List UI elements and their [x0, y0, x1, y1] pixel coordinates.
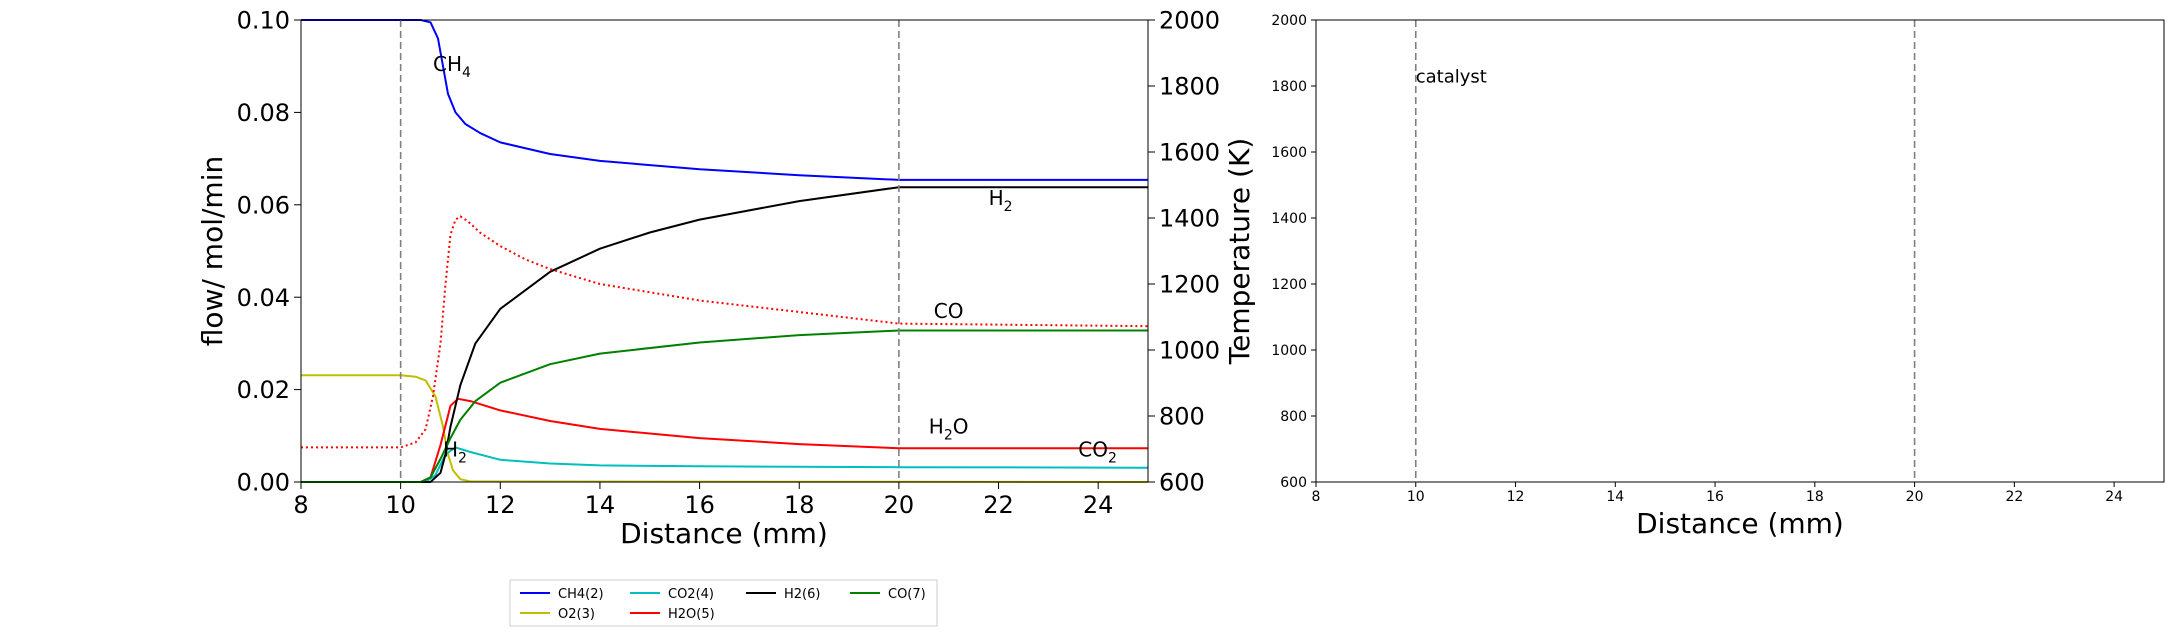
annotation-subscript: 2 — [944, 427, 953, 443]
legend-label: CO2(4) — [668, 587, 714, 602]
annotation-subscript: 2 — [1004, 199, 1013, 215]
y2-tick-label: 1000 — [1159, 337, 1220, 365]
y-tick-label: 1000 — [1271, 343, 1307, 359]
annotation-label: H2 — [443, 438, 467, 467]
y2-tick-label: 600 — [1159, 469, 1205, 497]
y2-tick-label: 1200 — [1159, 271, 1220, 299]
annotation-label: CO — [934, 299, 964, 323]
left-chart-y-label: flow/ mol/min — [196, 156, 229, 346]
y-tick-label: 1800 — [1271, 79, 1307, 95]
y-tick-label: 600 — [1280, 475, 1307, 491]
y-tick-label: 1200 — [1271, 277, 1307, 293]
x-tick-label: 20 — [1906, 489, 1924, 505]
series-line-h2 — [301, 186, 1148, 483]
legend: CH4(2) CO2(4) H2(6) CO(7) O2(3) H2O(5) — [509, 579, 938, 627]
left-chart: 8 10 12 14 16 18 20 22 24 0.000.020.040.060.080.… — [196, 7, 1256, 550]
right-chart-y-ticks: 600 800 1000 1200 1400 1600 1800 2000 — [1271, 13, 1316, 491]
right-chart-x-label: Distance (mm) — [1636, 507, 1844, 540]
legend-frame — [509, 579, 938, 627]
y-tick-label: 1400 — [1271, 211, 1307, 227]
right-chart-frame — [1315, 19, 2165, 483]
left-chart-frame — [300, 19, 1149, 483]
y-tick-label: 0.10 — [237, 7, 290, 35]
x-tick-label: 20 — [884, 491, 915, 519]
x-tick-label: 10 — [1407, 489, 1425, 505]
left-chart-x-label: Distance (mm) — [620, 517, 828, 550]
x-tick-label: 22 — [983, 491, 1014, 519]
series-line-h2o — [301, 397, 1148, 483]
annotation-subscript: 2 — [1108, 451, 1117, 467]
y-tick-label: 2000 — [1271, 13, 1307, 29]
x-tick-label: 18 — [784, 491, 815, 519]
annotation-subscript: 4 — [462, 65, 471, 81]
x-tick-label: 8 — [293, 491, 308, 519]
x-tick-label: 14 — [1606, 489, 1624, 505]
x-tick-label: 16 — [684, 491, 715, 519]
legend-label: CO(7) — [888, 587, 926, 602]
y2-tick-label: 1400 — [1159, 205, 1220, 233]
annotation-text: H — [443, 438, 458, 462]
annotation-label: H2O — [929, 414, 969, 443]
y-tick-label: 0.00 — [237, 469, 290, 497]
right-chart: 8 10 12 14 16 18 20 22 24 600 800 1000 1200 1400 1600… — [1271, 13, 2165, 540]
y-tick-label: 0.04 — [237, 284, 290, 312]
legend-label: O2(3) — [558, 607, 595, 622]
series-line-co — [301, 329, 1148, 483]
x-tick-label: 8 — [1312, 489, 1321, 505]
left-chart-y2-ticks: 600 800 1000 1200 1400 1600 1800 2000 — [1148, 7, 1220, 497]
annotation-label: catalyst — [1416, 67, 1487, 88]
series-line-ch4 — [301, 19, 1148, 181]
left-chart-series — [301, 19, 1149, 483]
x-tick-label: 18 — [1806, 489, 1824, 505]
left-chart-y2-label: Temperature (K) — [1223, 138, 1256, 365]
x-tick-label: 14 — [585, 491, 616, 519]
y2-tick-label: 1800 — [1159, 73, 1220, 101]
y-tick-label: 0.02 — [237, 376, 290, 404]
left-chart-x-ticks: 8 10 12 14 16 18 20 22 24 — [293, 482, 1113, 519]
annotation-text: CO — [934, 299, 964, 323]
series-line-o2 — [301, 374, 1149, 483]
y-tick-label: 0.08 — [237, 99, 290, 127]
x-tick-label: 12 — [485, 491, 516, 519]
x-tick-label: 10 — [385, 491, 416, 519]
legend-label: H2O(5) — [668, 607, 715, 622]
y2-tick-label: 800 — [1159, 403, 1205, 431]
annotation-label: H2 — [989, 186, 1013, 215]
annotation-text: CO — [1078, 438, 1108, 462]
x-tick-label: 24 — [2105, 489, 2123, 505]
x-tick-label: 22 — [2005, 489, 2023, 505]
series-line-co2 — [301, 446, 1149, 483]
y-tick-label: 1600 — [1271, 145, 1307, 161]
right-chart-x-ticks: 8 10 12 14 16 18 20 22 24 — [1312, 482, 2123, 505]
annotation-text: catalyst — [1416, 67, 1487, 88]
right-chart-annotations: catalyst — [1416, 67, 1487, 88]
annotation-text: H — [929, 414, 944, 438]
x-tick-label: 12 — [1507, 489, 1525, 505]
right-chart-vlines — [1414, 20, 1916, 482]
x-tick-label: 16 — [1706, 489, 1724, 505]
left-chart-y-ticks: 0.00 0.02 0.04 0.06 0.08 0.10 — [237, 7, 301, 497]
legend-label: H2(6) — [784, 587, 820, 602]
y-tick-label: 0.06 — [237, 191, 290, 219]
annotation-text: H — [989, 186, 1004, 210]
annotation-label: CO2 — [1078, 438, 1117, 467]
x-tick-label: 24 — [1083, 491, 1114, 519]
y2-tick-label: 1600 — [1159, 139, 1220, 167]
annotation-label: CH4 — [433, 52, 471, 81]
y2-tick-label: 2000 — [1159, 7, 1220, 35]
left-chart-vlines — [399, 20, 900, 482]
annotation-text: CH — [433, 52, 462, 76]
annotation-trail: O — [953, 414, 969, 438]
series-line-temp — [301, 215, 1149, 449]
y-tick-label: 800 — [1280, 409, 1307, 425]
annotation-subscript: 2 — [458, 451, 467, 467]
legend-label: CH4(2) — [558, 587, 604, 602]
